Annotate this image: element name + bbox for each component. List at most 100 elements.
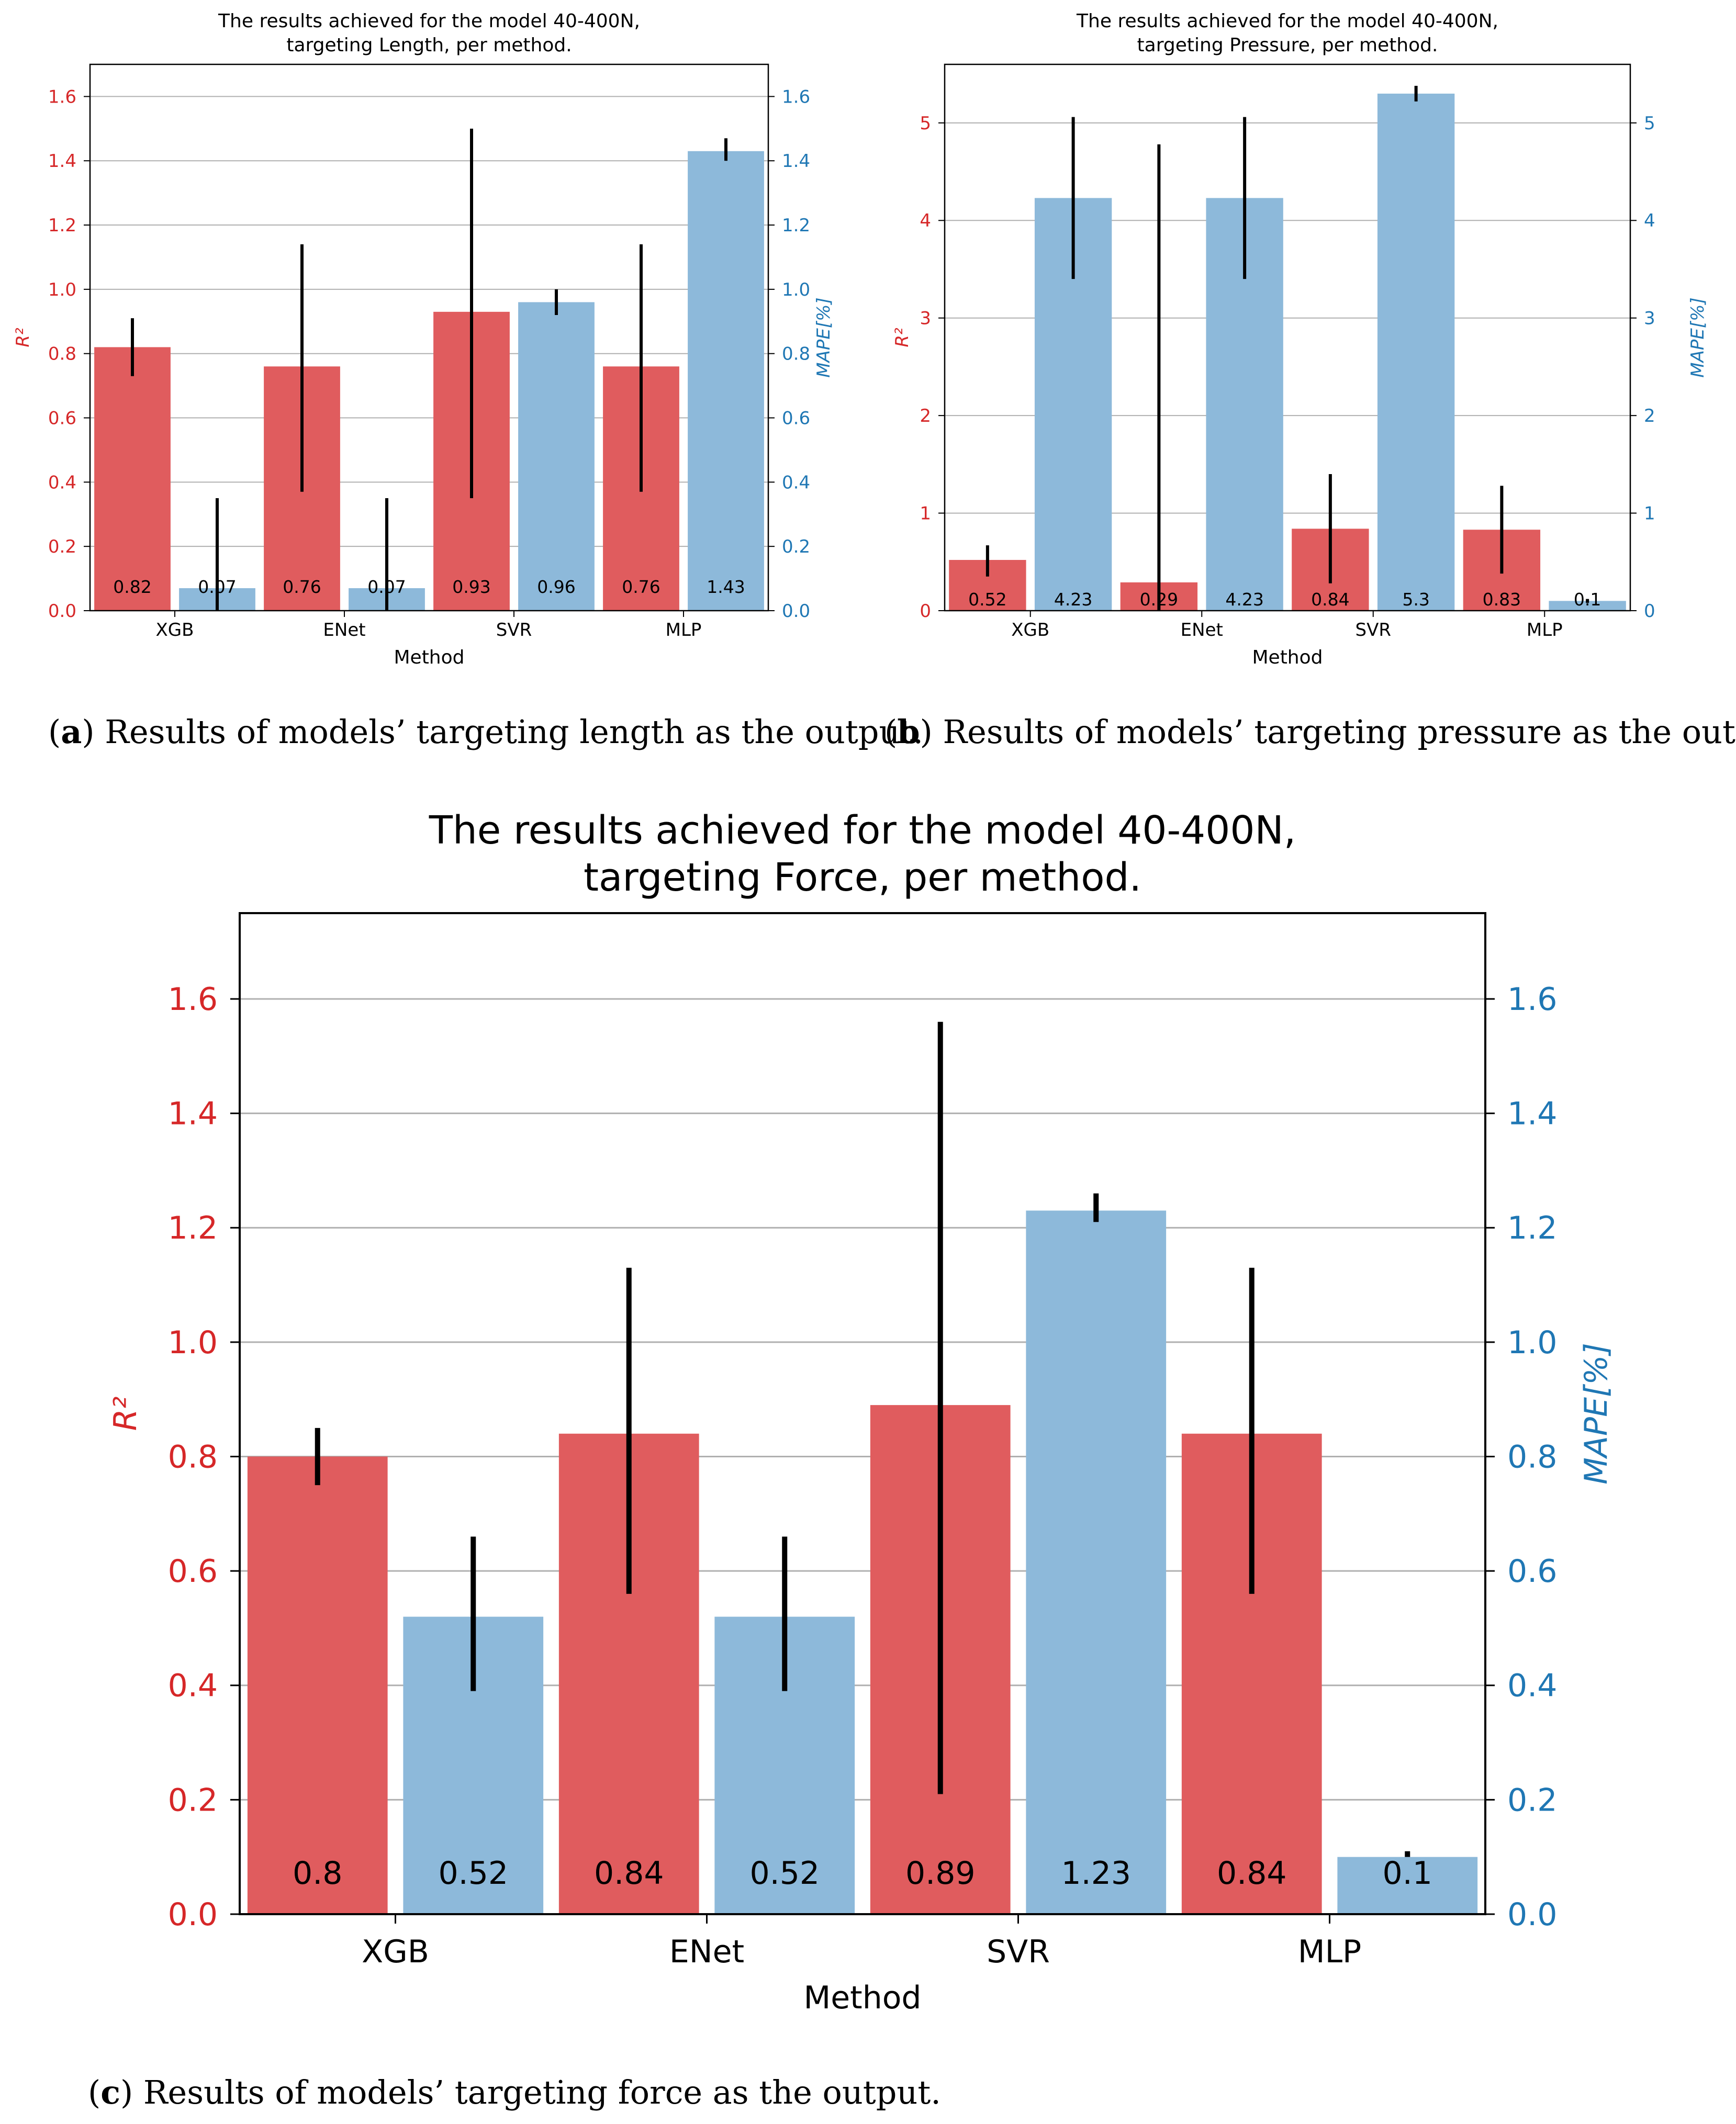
left-tick-label: 1.6 [48,86,76,107]
right-tick-label: 1.0 [782,279,810,300]
r2-value-label-svr: 0.89 [905,1855,976,1892]
left-tick-label: 4 [920,210,931,231]
mape-bar-svr [1377,93,1455,611]
left-tick-label: 1.4 [168,1096,218,1132]
x-axis-label: Method [1252,647,1323,668]
caption-b: (b) Results of models’ targeting pressur… [884,713,1736,751]
mape-bar-mlp [1549,601,1626,611]
chart-a: The results achieved for the model 40-40… [13,10,923,751]
right-tick-label: 1 [1644,503,1655,524]
x-tick-label-mlp: MLP [1298,1934,1361,1970]
x-tick-label-mlp: MLP [666,620,702,640]
left-tick-label: 1.0 [48,279,76,300]
mape-value-label-enet: 0.07 [367,577,406,597]
chart-c: The results achieved for the model 40-40… [88,808,1615,2111]
left-tick-label: 1.2 [168,1210,218,1246]
left-tick-label: 0.0 [48,601,76,622]
mape-value-label-mlp: 1.43 [707,577,745,597]
left-axis-label: R² [13,328,33,347]
right-tick-label: 1.4 [1507,1096,1557,1132]
mape-bar-mlp [1337,1857,1478,1914]
left-axis-label: R² [107,1397,144,1431]
left-tick-label: 5 [920,113,931,134]
mape-value-label-svr: 5.3 [1402,589,1429,610]
caption-label: c [100,2073,120,2111]
mape-bar-mlp [688,151,764,611]
right-tick-label: 1.2 [1507,1210,1557,1246]
chart-title-line: The results achieved for the model 40-40… [429,808,1296,853]
chart-b: The results achieved for the model 40-40… [884,10,1736,751]
left-tick-label: 0.4 [48,472,76,493]
mape-value-label-xgb: 0.52 [438,1855,508,1892]
x-axis-label: Method [803,1980,921,2016]
plot-frame [239,912,1486,1915]
x-tick-label-xgb: XGB [156,620,194,640]
x-tick-label-svr: SVR [1356,620,1391,640]
right-tick-label: 1.4 [782,151,810,172]
x-tick-label-enet: ENet [323,620,365,640]
r2-value-label-xgb: 0.8 [293,1855,342,1892]
x-tick-label-mlp: MLP [1527,620,1563,640]
left-tick-label: 1.0 [168,1324,218,1361]
x-tick-label-svr: SVR [987,1934,1050,1970]
caption-text: Results of models’ targeting length as t… [105,713,923,751]
right-tick-label: 0.8 [782,344,810,365]
right-tick-label: 1.2 [782,215,810,236]
mape-value-label-xgb: 4.23 [1054,589,1092,610]
r2-value-label-xgb: 0.82 [113,577,151,597]
r2-bar-xgb [247,1456,388,1914]
right-axis-label: MAPE[%] [813,297,834,377]
r2-bar-xgb [94,347,171,611]
x-axis-label: Method [394,647,464,668]
right-tick-label: 0 [1644,601,1655,622]
caption-text: Results of models’ targeting force as th… [143,2073,941,2111]
mape-value-label-enet: 4.23 [1225,589,1263,610]
mape-value-label-mlp: 0.1 [1574,589,1601,610]
chart-title-line: targeting Length, per method. [286,35,572,56]
r2-value-label-svr: 0.84 [1311,589,1349,610]
r2-value-label-mlp: 0.84 [1217,1855,1287,1892]
left-tick-label: 1.4 [48,151,76,172]
right-tick-label: 0.0 [782,601,810,622]
right-tick-label: 2 [1644,406,1655,426]
plot-frame [89,63,769,612]
right-tick-label: 0.4 [782,472,810,493]
caption-c: (c) Results of models’ targeting force a… [88,2073,941,2111]
right-tick-label: 0.6 [782,408,810,429]
r2-value-label-mlp: 0.76 [622,577,660,597]
left-tick-label: 0.0 [168,1896,218,1933]
right-tick-label: 3 [1644,308,1655,329]
x-tick-label-xgb: XGB [1011,620,1049,640]
r2-value-label-svr: 0.93 [452,577,490,597]
caption-text: Results of models’ targeting pressure as… [943,713,1736,751]
caption-label: a [61,713,82,751]
left-tick-label: 0.6 [48,408,76,429]
left-tick-label: 1.6 [168,981,218,1018]
right-tick-label: 1.6 [1507,981,1557,1018]
x-tick-label-enet: ENet [1181,620,1223,640]
chart-title-line: targeting Pressure, per method. [1137,35,1438,56]
caption-a: (a) Results of models’ targeting length … [48,713,923,751]
left-tick-label: 1 [920,503,931,524]
right-tick-label: 5 [1644,113,1655,134]
right-axis-label: MAPE[%] [1687,297,1708,377]
left-tick-label: 0.4 [168,1668,218,1704]
x-tick-label-xgb: XGB [362,1934,429,1970]
left-tick-label: 2 [920,406,931,426]
right-tick-label: 0.4 [1507,1668,1557,1704]
left-axis-label: R² [892,328,913,347]
chart-title-line: The results achieved for the model 40-40… [218,10,640,32]
plot-frame [944,63,1631,612]
mape-value-label-enet: 0.52 [749,1855,820,1892]
right-tick-label: 0.8 [1507,1439,1557,1475]
right-axis-label: MAPE[%] [1578,1343,1615,1485]
mape-value-label-xgb: 0.07 [198,577,236,597]
left-tick-label: 0 [920,601,931,622]
left-tick-label: 0.8 [48,344,76,365]
right-tick-label: 0.6 [1507,1553,1557,1590]
left-tick-label: 0.8 [168,1439,218,1475]
right-tick-label: 4 [1644,210,1655,231]
right-tick-label: 0.2 [782,536,810,557]
